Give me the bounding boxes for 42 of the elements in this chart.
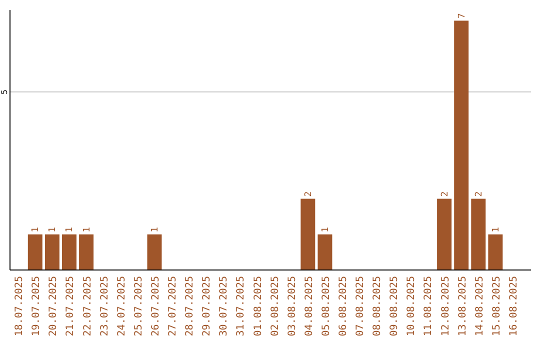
x-tick-label: 23.07.2025	[99, 276, 110, 336]
x-tick-label: 04.08.2025	[304, 276, 315, 336]
x-tick-label: 18.07.2025	[14, 276, 26, 336]
data-label: 1	[320, 226, 331, 232]
x-tick-label: 27.07.2025	[168, 276, 179, 336]
x-tick-label: 31.07.2025	[236, 276, 247, 336]
x-tick-label: 15.08.2025	[491, 276, 502, 336]
x-tick-label: 08.08.2025	[372, 276, 384, 336]
x-tick-label: 22.07.2025	[82, 276, 94, 336]
x-tick-label: 05.08.2025	[320, 276, 332, 336]
data-label: 2	[474, 191, 484, 197]
x-tick-label: 24.07.2025	[116, 276, 128, 336]
x-tick-label: 20.07.2025	[48, 276, 60, 336]
y-tick-label: 5	[0, 89, 9, 94]
x-tick-label: 07.08.2025	[355, 276, 366, 336]
x-tick-label: 01.08.2025	[252, 276, 264, 336]
x-tick-label: 02.08.2025	[270, 276, 281, 336]
x-tick-label: 28.07.2025	[184, 276, 196, 336]
data-label: 1	[82, 226, 92, 232]
x-tick-label: 16.08.2025	[508, 276, 520, 336]
data-label: 1	[491, 226, 502, 232]
data-label: 1	[48, 226, 58, 232]
x-tick-label: 25.07.2025	[133, 276, 144, 336]
data-label: 2	[440, 191, 450, 197]
x-tick-label: 06.08.2025	[338, 276, 350, 336]
x-tick-label: 13.08.2025	[457, 276, 468, 336]
data-label: 2	[304, 191, 314, 197]
x-tick-label: 09.08.2025	[389, 276, 400, 336]
data-label: 7	[457, 13, 468, 19]
data-label: 1	[150, 226, 160, 232]
data-label: 1	[31, 226, 42, 232]
data-label: 1	[65, 226, 76, 232]
x-tick-label: 19.07.2025	[31, 276, 42, 336]
x-tick-label: 21.07.2025	[65, 276, 76, 336]
x-tick-label: 29.07.2025	[202, 276, 213, 336]
x-tick-label: 11.08.2025	[423, 276, 434, 336]
x-tick-label: 03.08.2025	[286, 276, 298, 336]
x-tick-label: 26.07.2025	[150, 276, 162, 336]
x-tick-label: 30.07.2025	[218, 276, 230, 336]
x-tick-label: 12.08.2025	[440, 276, 452, 336]
x-tick-label: 10.08.2025	[406, 276, 418, 336]
x-tick-label: 14.08.2025	[474, 276, 486, 336]
